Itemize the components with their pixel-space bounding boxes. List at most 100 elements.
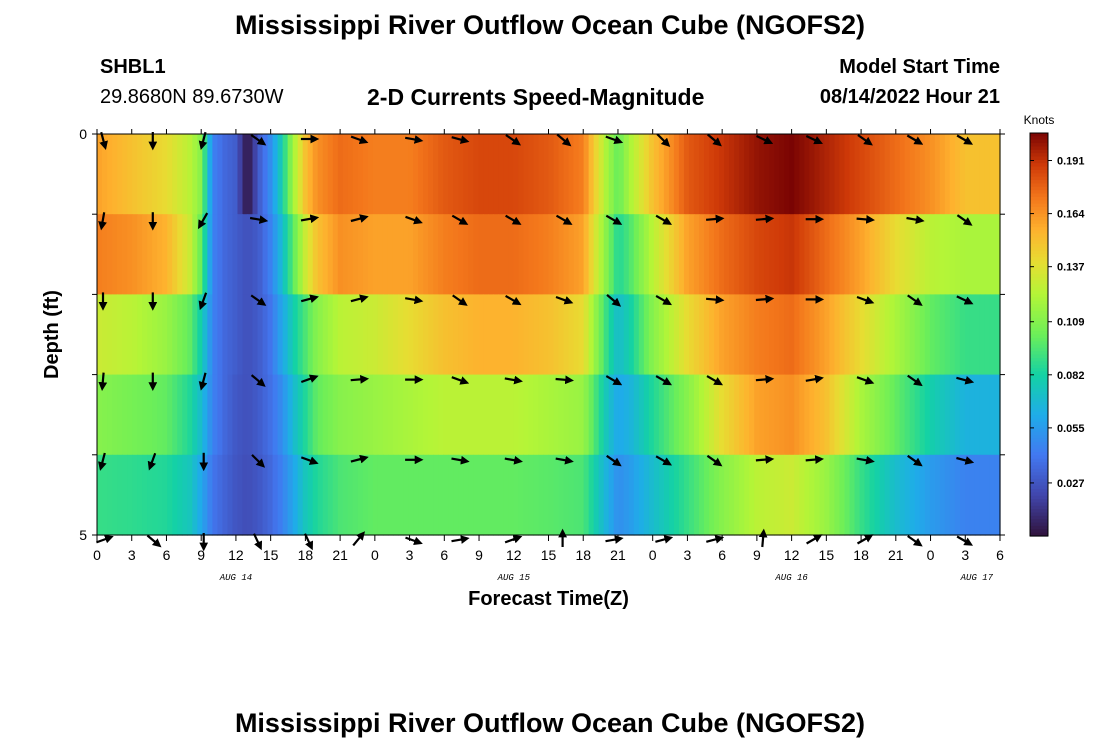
heatmap-cell — [513, 134, 519, 215]
x-tick-label: 21 — [888, 547, 904, 563]
heatmap-cell — [774, 294, 780, 376]
heatmap-cell — [919, 374, 926, 456]
heatmap-cell — [528, 214, 535, 295]
heatmap-cell — [347, 374, 354, 456]
heatmap-cell — [984, 214, 991, 295]
heatmap-cell — [503, 214, 509, 295]
heatmap-cell — [658, 134, 665, 215]
current-arrow — [856, 534, 874, 545]
heatmap-cell — [192, 454, 198, 536]
heatmap-cell — [192, 214, 198, 295]
heatmap-cell — [137, 294, 143, 376]
colorbar-segment — [1030, 435, 1048, 440]
heatmap-cell — [699, 294, 705, 376]
heatmap-cell — [277, 374, 284, 456]
x-tick-label: 18 — [575, 547, 591, 563]
heatmap-cell — [724, 374, 730, 456]
heatmap-cell — [904, 134, 911, 215]
current-arrow — [98, 212, 107, 231]
heatmap-cell — [794, 454, 800, 536]
heatmap-cell — [588, 294, 595, 376]
heatmap-cell — [513, 454, 519, 536]
x-tick-label: 6 — [996, 547, 1004, 563]
heatmap-cell — [222, 294, 229, 376]
colorbar-segment — [1030, 351, 1048, 356]
heatmap-cell — [683, 134, 690, 215]
heatmap-cell — [307, 294, 314, 376]
current-arrow — [505, 294, 522, 306]
heatmap-cell — [182, 454, 188, 536]
heatmap-cell — [769, 374, 775, 456]
heatmap-cell — [668, 134, 675, 215]
heatmap-cell — [603, 454, 610, 536]
heatmap-cell — [749, 294, 755, 376]
heatmap-cell — [648, 454, 655, 536]
x-tick-label: 0 — [93, 547, 101, 563]
heatmap-cell — [949, 214, 956, 295]
heatmap-cell — [879, 374, 886, 456]
colorbar-segment — [1030, 156, 1048, 161]
heatmap-cell — [428, 214, 434, 295]
heatmap-cell — [357, 214, 364, 295]
heatmap-cell — [568, 134, 575, 215]
heatmap-cell — [729, 294, 735, 376]
heatmap-cell — [538, 134, 545, 215]
heatmap-cell — [969, 454, 976, 536]
heatmap-cell — [588, 134, 595, 215]
heatmap-cell — [227, 134, 234, 215]
colorbar-segment — [1030, 364, 1048, 369]
colorbar-segment — [1030, 173, 1048, 178]
heatmap-cell — [197, 294, 203, 376]
colorbar-segment — [1030, 260, 1048, 265]
heatmap-cell — [167, 294, 173, 376]
heatmap-cell — [132, 454, 138, 536]
x-tick-label: 3 — [961, 547, 969, 563]
heatmap-cell — [337, 374, 344, 456]
current-arrow — [706, 375, 724, 386]
heatmap-cell — [879, 134, 886, 215]
current-arrow — [251, 454, 266, 468]
heatmap-cell — [814, 214, 820, 295]
heatmap-cell — [347, 214, 354, 295]
colorbar-tick-label: 0.027 — [1057, 478, 1085, 490]
colorbar-segment — [1030, 223, 1048, 228]
heatmap-cell — [573, 134, 580, 215]
current-arrow — [300, 456, 319, 465]
heatmap-cell — [112, 374, 118, 456]
heatmap-cell — [964, 374, 971, 456]
colorbar-segment — [1030, 243, 1048, 248]
heatmap-cell — [598, 374, 605, 456]
heatmap-cell — [568, 214, 575, 295]
heatmap-cell — [934, 134, 941, 215]
heatmap-cell — [478, 214, 484, 295]
heatmap-cell — [628, 134, 635, 215]
heatmap-cell — [754, 134, 760, 215]
heatmap-cell — [834, 214, 841, 295]
heatmap-cell — [578, 294, 585, 376]
heatmap-cell — [177, 214, 183, 295]
heatmap-cell — [177, 134, 183, 215]
heatmap-cell — [207, 454, 213, 536]
x-tick-label: 12 — [228, 547, 244, 563]
heatmap-cell — [252, 454, 259, 536]
colorbar-segment — [1030, 186, 1048, 191]
heatmap-cell — [458, 134, 464, 215]
heatmap-cell — [372, 134, 379, 215]
heatmap-cell — [608, 214, 615, 295]
colorbar-segment — [1030, 374, 1048, 379]
colorbar-segment — [1030, 213, 1048, 218]
heatmap-cell — [864, 454, 871, 536]
heatmap-cell — [528, 454, 535, 536]
heatmap-cell — [563, 134, 570, 215]
date-label: AUG 16 — [774, 573, 808, 583]
heatmap-cell — [302, 294, 309, 376]
date-label: AUG 15 — [497, 573, 531, 583]
heatmap-cell — [202, 134, 208, 215]
heatmap-cell — [869, 134, 876, 215]
colorbar-segment — [1030, 253, 1048, 258]
heatmap-cell — [473, 294, 479, 376]
heatmap-cell — [137, 214, 143, 295]
current-arrow — [805, 135, 823, 145]
current-arrow — [504, 534, 523, 544]
heatmap-cell — [297, 374, 304, 456]
